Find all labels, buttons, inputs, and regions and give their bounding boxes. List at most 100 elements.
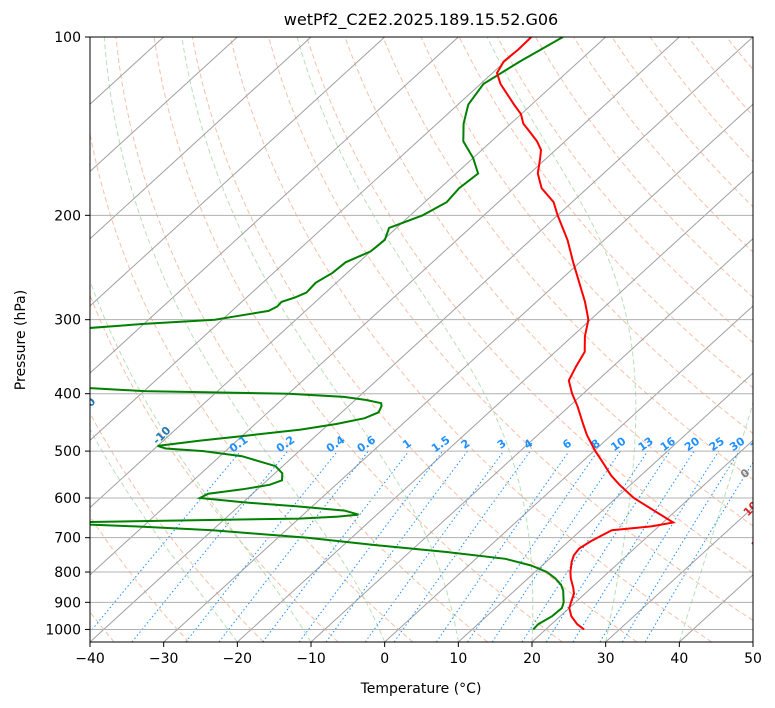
x-tick-label: −10: [296, 651, 326, 667]
mixing-ratio-line: [131, 450, 288, 642]
dry-adiabat-line: [420, 37, 753, 435]
x-tick-label: 30: [597, 651, 615, 667]
isotherm-line: [605, 506, 753, 642]
isotherm-line: [90, 37, 753, 642]
mixing-ratio-label: 0.6: [355, 433, 379, 455]
moist-adiabat-line: [296, 37, 534, 642]
dry-adiabat-line: [535, 37, 753, 298]
mixing-ratio-line: [572, 450, 695, 642]
mixing-ratio-line: [325, 450, 468, 642]
mixing-ratio-line: [185, 450, 338, 642]
mixing-ratio-line: [435, 450, 570, 642]
moist-adiabat-line: [90, 428, 238, 642]
x-tick-label: 40: [670, 651, 688, 667]
dry-adiabat-line: [306, 37, 753, 574]
dry-adiabat-line: [344, 37, 753, 527]
mixing-ratio-label: 36: [748, 434, 768, 454]
moist-adiabat-line: [486, 37, 637, 642]
x-tick-label: −40: [75, 651, 105, 667]
y-tick-label: 300: [54, 313, 81, 329]
y-tick-label: 400: [54, 387, 81, 403]
mixing-ratio-line: [364, 450, 505, 642]
moist-adiabat-line: [90, 279, 312, 642]
mixing-ratio-line: [621, 450, 740, 642]
dry-adiabat-line: [382, 37, 753, 481]
mixing-ratio-line: [90, 450, 242, 633]
mixing-ratio-line: [218, 450, 369, 642]
x-tick-label: 10: [449, 651, 467, 667]
mixing-ratio-line: [262, 450, 410, 642]
y-tick-label: 500: [54, 444, 81, 460]
mixing-ratio-label: 0.4: [324, 433, 348, 455]
x-tick-label: −30: [149, 651, 179, 667]
isotherm-line: [310, 237, 753, 642]
x-axis-label: Temperature (°C): [360, 681, 482, 697]
mixing-ratio-line: [599, 450, 720, 642]
moist-adiabat-label: 0: [738, 466, 753, 481]
mixing-ratio-label: 2: [459, 437, 473, 452]
isotherm-line: [457, 372, 753, 642]
moist-adiabat-label: 30: [752, 565, 772, 585]
dry-adiabat-line: [191, 37, 638, 642]
x-tick-label: 0: [380, 651, 389, 667]
dry-adiabat-line: [496, 37, 753, 344]
isotherm-line: [90, 37, 386, 307]
y-tick-label: 100: [54, 30, 81, 46]
dewpoint-profile-line: [90, 37, 565, 631]
dry-adiabat-line: [726, 37, 753, 71]
dry-adiabat-line: [229, 37, 712, 642]
dry-adiabat-line: [90, 131, 414, 642]
moist-adiabat-line: [103, 37, 386, 642]
mixing-ratio-line: [521, 450, 649, 642]
mixing-ratio-line: [393, 450, 531, 642]
mixing-ratio-line: [298, 450, 444, 642]
isotherm-line: [752, 641, 753, 642]
dry-adiabat-line: [573, 37, 753, 253]
dry-adiabat-line: [153, 37, 563, 642]
isotherm-line: [531, 439, 753, 642]
plot-frame: [89, 36, 754, 643]
dry-adiabat-line: [687, 37, 753, 117]
dry-adiabat-line: [90, 412, 264, 642]
y-tick-label: 1000: [45, 622, 81, 638]
isotherm-line: [90, 37, 680, 576]
moist-adiabat-label: 20: [749, 531, 769, 551]
x-axis-ticks: −40 −30 −20 −10 0 10 20 30 40 50: [75, 642, 762, 667]
y-tick-label: 900: [54, 595, 81, 611]
dry-adiabat-label: -20: [75, 395, 98, 418]
x-tick-label: −20: [223, 651, 253, 667]
x-tick-label: 20: [523, 651, 541, 667]
isotherm-line: [90, 37, 238, 173]
moist-adiabat-line: [678, 401, 753, 642]
x-tick-label: 50: [744, 651, 762, 667]
y-tick-label: 600: [54, 491, 81, 507]
mixing-ratio-label: 1.5: [429, 433, 452, 455]
y-tick-label: 800: [54, 565, 81, 581]
dry-adiabat-line: [115, 37, 488, 642]
y-tick-label: 700: [54, 531, 81, 547]
mixing-ratio-line: [491, 450, 621, 642]
mixing-ratio-label: 6: [560, 437, 574, 452]
isotherm-line: [90, 37, 312, 240]
isotherm-line: [90, 37, 607, 509]
line-labels: 0.10.20.40.611.52346810131620253036-100-…: [75, 395, 775, 617]
dry-adiabat-line: [268, 37, 753, 622]
y-axis-label: Pressure (hPa): [13, 290, 29, 390]
isotherm-line: [163, 103, 753, 642]
mixing-ratio-line: [545, 450, 671, 642]
isotherm-line: [384, 305, 753, 642]
dry-adiabat-line: [611, 37, 753, 208]
y-tick-label: 200: [54, 208, 81, 224]
mixing-ratio-line: [467, 450, 599, 642]
isotherm-line: [90, 37, 533, 442]
profiles: [90, 37, 676, 631]
moist-adiabat-label: 40: [759, 597, 775, 617]
y-axis-ticks: 100 200 300 400 500 600 700 800 900 1000: [45, 30, 90, 638]
dry-adiabat-line: [649, 37, 753, 163]
isotherm-line: [90, 37, 459, 374]
temperature-profile-line: [495, 37, 676, 631]
background-lines: [90, 37, 753, 642]
moist-adiabat-line: [181, 37, 459, 642]
chart-title: wetPf2_C2E2.2025.189.15.52.G06: [284, 10, 558, 30]
